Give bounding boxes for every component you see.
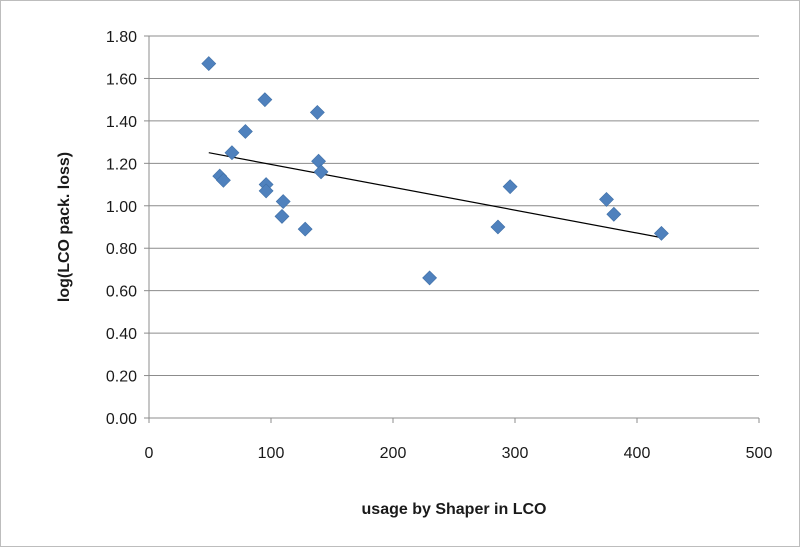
grid-lines [149, 35, 759, 377]
y-tick-label: 0.60 [106, 284, 137, 301]
x-tick-label: 500 [746, 445, 773, 462]
y-tick-label: 1.80 [106, 29, 137, 46]
y-tick-label: 0.80 [106, 241, 137, 258]
y-tick-label: 1.00 [106, 199, 137, 216]
data-point [490, 219, 506, 235]
x-tick-label: 300 [502, 445, 529, 462]
x-tick-label: 0 [145, 445, 154, 462]
data-point [257, 92, 273, 108]
x-tick-label: 100 [258, 445, 285, 462]
data-point [502, 179, 518, 195]
x-axis-title: usage by Shaper in LCO [362, 501, 547, 518]
data-point [274, 208, 290, 224]
data-point [599, 191, 614, 207]
y-tick-labels: 0.00 0.20 0.40 0.60 0.80 1.00 1.20 1.40 1.60 1.80 [106, 29, 137, 428]
data-point [237, 124, 253, 139]
y-tick-label: 0.00 [106, 411, 137, 428]
y-tick-label: 0.20 [106, 369, 137, 386]
y-tick-label: 1.60 [106, 71, 137, 88]
x-tick-labels: 0 100 200 300 400 500 [145, 445, 773, 462]
data-point [224, 145, 240, 161]
data-points [201, 56, 669, 286]
data-point [215, 172, 231, 188]
data-point [653, 225, 669, 241]
y-tick-label: 1.40 [106, 114, 137, 131]
data-point [311, 153, 327, 169]
data-point [422, 270, 438, 286]
data-point [606, 206, 622, 222]
x-tick-label: 400 [624, 445, 651, 462]
y-tick-label: 1.20 [106, 156, 137, 173]
trendline-group [208, 152, 662, 239]
data-point [297, 221, 313, 237]
x-tick-label: 200 [380, 445, 407, 462]
axes [144, 35, 760, 423]
y-tick-label: 0.40 [106, 326, 137, 343]
trendline [208, 152, 662, 239]
data-point [201, 56, 217, 72]
y-axis-title: log(LCO pack. loss) [56, 152, 73, 302]
data-point [258, 183, 274, 199]
data-point [309, 104, 325, 120]
data-point [275, 194, 291, 209]
data-point [313, 164, 329, 180]
